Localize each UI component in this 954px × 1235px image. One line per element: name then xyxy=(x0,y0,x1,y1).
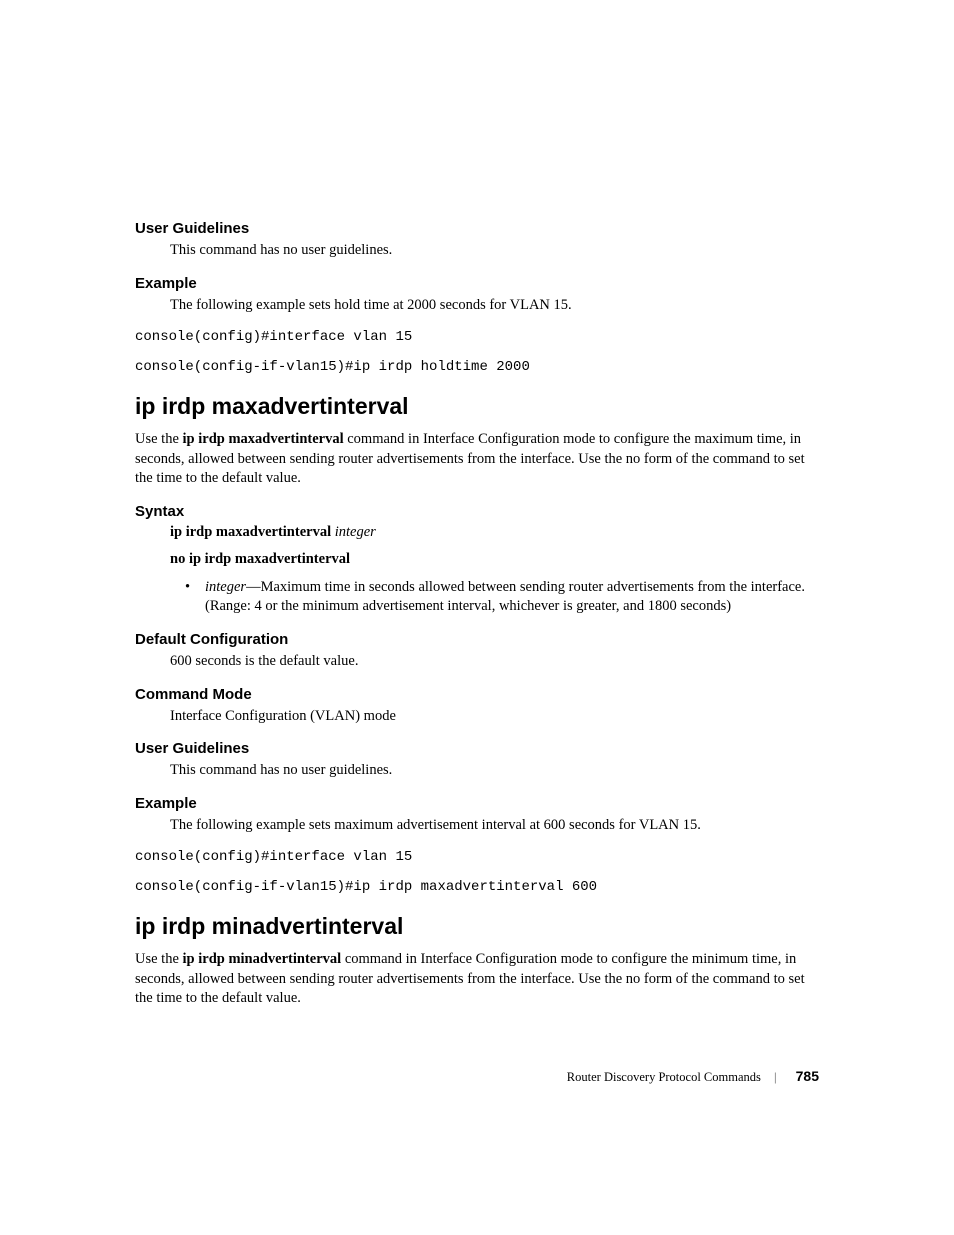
text-default-config: 600 seconds is the default value. xyxy=(135,652,819,672)
page-footer: Router Discovery Protocol Commands | 785 xyxy=(567,1068,819,1085)
code-line: console(config-if-vlan15)#ip irdp maxadv… xyxy=(135,879,819,895)
text-user-guidelines: This command has no user guidelines. xyxy=(135,241,819,261)
heading-user-guidelines: User Guidelines xyxy=(135,220,819,237)
bullet-icon: • xyxy=(185,578,205,617)
text-command-mode: Interface Configuration (VLAN) mode xyxy=(135,707,819,727)
intro-bold: ip irdp maxadvertinterval xyxy=(183,431,344,447)
command-intro: Use the ip irdp minadvertinterval comman… xyxy=(135,950,819,1009)
syntax-usage: ip irdp maxadvertinterval integer xyxy=(135,524,819,541)
bullet-body: integer—Maximum time in seconds allowed … xyxy=(205,578,819,617)
text-user-guidelines: This command has no user guidelines. xyxy=(135,761,819,781)
bullet-arg: integer xyxy=(205,579,246,595)
text-example: The following example sets hold time at … xyxy=(135,296,819,316)
syntax-arg: integer xyxy=(335,524,376,540)
heading-example: Example xyxy=(135,795,819,812)
intro-pre: Use the xyxy=(135,951,183,967)
footer-separator-icon: | xyxy=(774,1070,777,1084)
code-line: console(config)#interface vlan 15 xyxy=(135,329,819,345)
command-heading-maxadvertinterval: ip irdp maxadvertinterval xyxy=(135,393,819,420)
command-heading-minadvertinterval: ip irdp minadvertinterval xyxy=(135,913,819,940)
intro-pre: Use the xyxy=(135,431,183,447)
syntax-no-form: no ip irdp maxadvertinterval xyxy=(135,551,819,568)
footer-page-number: 785 xyxy=(796,1068,819,1084)
text-example: The following example sets maximum adver… xyxy=(135,816,819,836)
code-line: console(config-if-vlan15)#ip irdp holdti… xyxy=(135,359,819,375)
bullet-rest: —Maximum time in seconds allowed between… xyxy=(205,579,805,615)
footer-section: Router Discovery Protocol Commands xyxy=(567,1070,761,1084)
syntax-bold: ip irdp maxadvertinterval xyxy=(170,524,335,540)
document-page: User Guidelines This command has no user… xyxy=(0,0,954,1235)
heading-syntax: Syntax xyxy=(135,503,819,520)
command-intro: Use the ip irdp maxadvertinterval comman… xyxy=(135,430,819,489)
heading-default-config: Default Configuration xyxy=(135,631,819,648)
syntax-bullet: • integer—Maximum time in seconds allowe… xyxy=(135,578,819,617)
heading-example: Example xyxy=(135,275,819,292)
intro-bold: ip irdp minadvertinterval xyxy=(183,951,342,967)
heading-command-mode: Command Mode xyxy=(135,686,819,703)
code-line: console(config)#interface vlan 15 xyxy=(135,849,819,865)
heading-user-guidelines: User Guidelines xyxy=(135,740,819,757)
